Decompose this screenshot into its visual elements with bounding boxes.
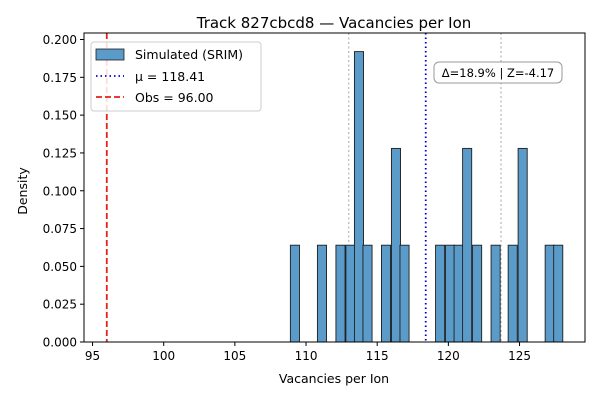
histogram-bar — [381, 244, 392, 343]
histogram-bar — [390, 147, 401, 343]
x-tick-label: 105 — [223, 349, 246, 363]
histogram-bar — [399, 244, 410, 343]
histogram-bar — [453, 244, 464, 343]
histogram-bar — [335, 244, 346, 343]
histogram-bar — [553, 244, 564, 343]
plot-area: 95 100 105 110 115 120 125 0.000 0.025 0.050 0.075… — [43, 33, 564, 363]
histogram-bar — [445, 244, 456, 343]
y-tick-label: 0.150 — [43, 109, 77, 123]
y-tick-label: 0.175 — [43, 71, 77, 85]
histogram-bar — [507, 244, 518, 343]
y-tick-label: 0.075 — [43, 222, 77, 236]
histogram-bar — [517, 147, 528, 343]
y-axis-label: Density — [15, 167, 30, 215]
histogram-bar — [345, 244, 356, 343]
annotation-text: Δ=18.9% | Z=-4.17 — [442, 66, 555, 80]
y-tick-label: 0.125 — [43, 146, 77, 160]
y-tick-label: 0.050 — [43, 260, 77, 274]
histogram-bar — [289, 244, 300, 343]
legend-swatch-simulated — [95, 48, 125, 61]
histogram-bar — [462, 147, 473, 343]
histogram-bar — [472, 244, 483, 343]
histogram-bar — [353, 51, 364, 343]
histogram-bar — [544, 244, 555, 343]
histogram-bar — [435, 244, 446, 343]
x-tick-label: 125 — [508, 349, 531, 363]
histogram-bar — [490, 244, 501, 343]
x-tick-label: 110 — [295, 349, 318, 363]
x-tick-label: 95 — [85, 349, 100, 363]
annotation-frame — [433, 61, 563, 84]
histogram-bar — [316, 244, 327, 343]
x-tick-label: 120 — [437, 349, 460, 363]
y-tick-label: 0.100 — [43, 184, 77, 198]
y-tick-label: 0.025 — [43, 298, 77, 312]
legend-label-mean: μ = 118.41 — [135, 69, 205, 84]
plot-frame — [83, 32, 586, 343]
chart-title: Track 827cbcd8 — Vacancies per Ion — [196, 14, 472, 32]
y-tick-label: 0.000 — [43, 336, 77, 350]
x-tick-label: 115 — [366, 349, 389, 363]
y-tick-label: 0.200 — [43, 33, 77, 47]
legend-box — [90, 41, 262, 112]
x-axis-label: Vacancies per Ion — [279, 371, 389, 386]
annotation-box: Δ=18.9% | Z=-4.17 — [433, 61, 563, 84]
legend-label-simulated: Simulated (SRIM) — [135, 47, 243, 62]
x-tick-label: 100 — [152, 349, 175, 363]
legend: Simulated (SRIM) μ = 118.41 Obs = 96.00 — [90, 41, 262, 112]
histogram-bar — [362, 244, 373, 343]
legend-label-observed: Obs = 96.00 — [135, 90, 214, 105]
